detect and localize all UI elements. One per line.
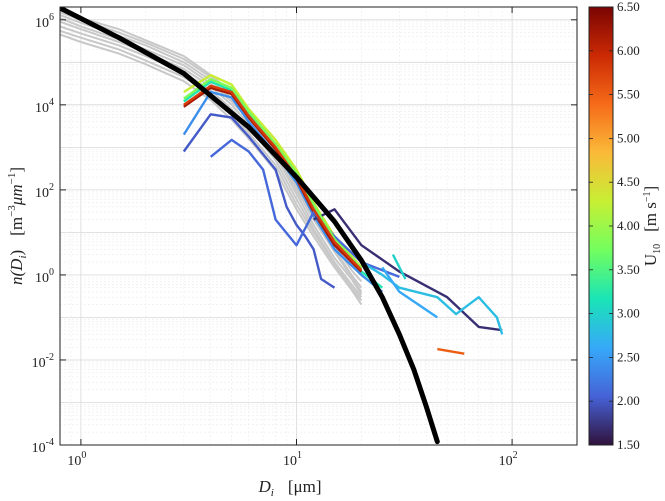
y-axis-ticks: 10-4 10-2 100 102 104 106 xyxy=(32,12,577,456)
y-axis-label-subscript: i xyxy=(17,255,29,258)
series-layer xyxy=(60,7,504,445)
colored-series-line xyxy=(183,78,363,270)
fit-curve xyxy=(60,7,440,445)
x-axis-label-symbol: D xyxy=(257,477,271,496)
y-axis-label: n(Di) [m−3μm−1] xyxy=(6,167,29,285)
colorbar-tick-label: 4.50 xyxy=(617,174,640,189)
y-axis-label-symbol: n(D xyxy=(7,258,26,285)
gray-series-line xyxy=(60,29,363,302)
y-axis-label-mid: μm xyxy=(7,184,26,206)
y-tick-label: 102 xyxy=(35,182,54,201)
colored-series-line xyxy=(437,347,465,355)
colorbar-tick-label: 4.00 xyxy=(617,218,640,233)
colorbar-tick-label: 2.50 xyxy=(617,349,640,364)
x-axis-label-subscript: i xyxy=(271,487,274,499)
colorbar-tick-label: 3.00 xyxy=(617,306,640,321)
x-tick-label: 100 xyxy=(67,450,86,469)
gray-series-line xyxy=(60,33,363,306)
colored-series-line xyxy=(313,208,503,332)
colorbar-label-exp: −1 xyxy=(642,192,653,203)
plot-frame xyxy=(59,6,578,446)
colorbar-ticks: 6.50 6.00 5.50 5.00 4.50 4.00 3.50 3.00 2.50 2.00… xyxy=(589,0,640,452)
colorbar-tick-label: 1.50 xyxy=(617,437,640,452)
colored-series-line xyxy=(360,261,504,335)
colorbar-label-close: ] xyxy=(641,186,660,192)
y-tick-label: 10-4 xyxy=(32,437,54,456)
y-tick-label: 100 xyxy=(35,267,54,286)
colored-series-line xyxy=(209,138,400,279)
colorbar-tick-label: 5.50 xyxy=(617,87,640,102)
x-axis-label: Di [μm] xyxy=(257,477,321,499)
y-tick-label: 104 xyxy=(35,97,54,116)
colorbar-label-main: U xyxy=(641,254,660,266)
colorbar-tick-label: 6.00 xyxy=(617,43,640,58)
colored-series-line xyxy=(182,113,336,289)
x-tick-label: 101 xyxy=(283,450,302,469)
colorbar-tick-label: 6.50 xyxy=(617,0,640,14)
colored-series-line xyxy=(183,84,363,271)
x-axis-label-unit: [μm] xyxy=(288,477,322,496)
colored-series-line xyxy=(381,266,438,319)
x-axis-ticks: 100 101 102 xyxy=(67,7,518,469)
colorbar: 6.50 6.00 5.50 5.00 4.50 4.00 3.50 3.00 2.50 2.00… xyxy=(588,0,663,452)
y-axis-label-end: ] xyxy=(7,167,26,173)
x-tick-label: 102 xyxy=(499,450,518,469)
gray-series-line xyxy=(60,20,363,295)
colorbar-tick-label: 5.00 xyxy=(617,130,640,145)
colorbar-label-subscript: 10 xyxy=(652,244,663,254)
colored-series-line xyxy=(391,254,407,280)
y-axis-label-exp2: −1 xyxy=(6,173,18,185)
colorbar-tick-label: 2.00 xyxy=(617,393,640,408)
colorbar-label-unit: [m s xyxy=(641,202,660,232)
colorbar-tick-label: 3.50 xyxy=(617,262,640,277)
y-axis-label-exp1: −3 xyxy=(6,205,18,217)
colorbar-label: U10 [m s−1] xyxy=(641,186,663,266)
y-axis-label-close: ) xyxy=(7,250,26,256)
y-axis-label-unit: [m xyxy=(7,217,26,236)
y-tick-label: 10-2 xyxy=(32,352,54,371)
y-tick-label: 106 xyxy=(35,12,54,31)
